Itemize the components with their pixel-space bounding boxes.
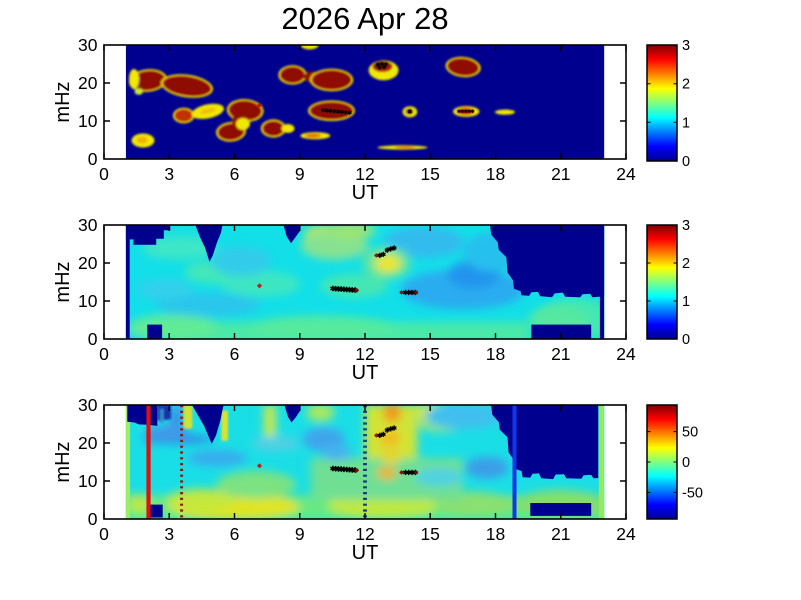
svg-text:12: 12 [355,164,374,184]
svg-text:24: 24 [616,164,636,184]
svg-text:2026 Apr 28: 2026 Apr 28 [281,1,448,36]
svg-text:30: 30 [78,395,98,415]
svg-text:3: 3 [164,164,174,184]
svg-text:10: 10 [78,291,98,311]
svg-text:mHz: mHz [52,261,74,302]
svg-text:12: 12 [355,344,374,364]
svg-text:2: 2 [682,77,690,93]
svg-text:20: 20 [78,73,98,93]
svg-text:20: 20 [78,433,98,453]
svg-text:9: 9 [295,524,305,544]
svg-text:3: 3 [164,344,174,364]
svg-text:24: 24 [616,524,636,544]
svg-text:18: 18 [486,164,505,184]
svg-text:0: 0 [682,154,690,170]
svg-text:0: 0 [99,524,109,544]
svg-text:3: 3 [682,218,690,234]
svg-text:6: 6 [230,524,240,544]
svg-text:mHz: mHz [52,81,74,122]
svg-text:0: 0 [88,509,98,529]
svg-text:24: 24 [616,344,636,364]
svg-text:21: 21 [551,164,570,184]
svg-text:UT: UT [352,362,379,384]
svg-text:3: 3 [164,524,174,544]
svg-text:0: 0 [99,164,109,184]
svg-text:30: 30 [78,215,98,235]
svg-text:0: 0 [88,329,98,349]
svg-text:15: 15 [420,344,439,364]
svg-text:12: 12 [355,524,374,544]
svg-text:20: 20 [78,253,98,273]
svg-text:mHz: mHz [52,441,74,482]
svg-text:15: 15 [420,164,439,184]
svg-text:UT: UT [352,542,379,564]
svg-text:6: 6 [230,164,240,184]
svg-text:0: 0 [682,332,690,348]
svg-text:18: 18 [486,524,505,544]
svg-text:50: 50 [682,425,698,441]
svg-text:0: 0 [88,149,98,169]
svg-text:0: 0 [682,455,690,471]
svg-text:3: 3 [682,38,690,54]
svg-text:2: 2 [682,256,690,272]
svg-text:-50: -50 [682,485,703,501]
svg-text:15: 15 [420,524,439,544]
svg-text:9: 9 [295,344,305,364]
svg-text:6: 6 [230,344,240,364]
svg-text:1: 1 [682,294,690,310]
svg-text:10: 10 [78,111,98,131]
svg-text:21: 21 [551,524,570,544]
svg-text:21: 21 [551,344,570,364]
svg-text:10: 10 [78,471,98,491]
svg-text:1: 1 [682,115,690,131]
svg-text:18: 18 [486,344,505,364]
svg-text:0: 0 [99,344,109,364]
svg-text:UT: UT [352,182,379,204]
svg-text:9: 9 [295,164,305,184]
svg-text:30: 30 [78,35,98,55]
